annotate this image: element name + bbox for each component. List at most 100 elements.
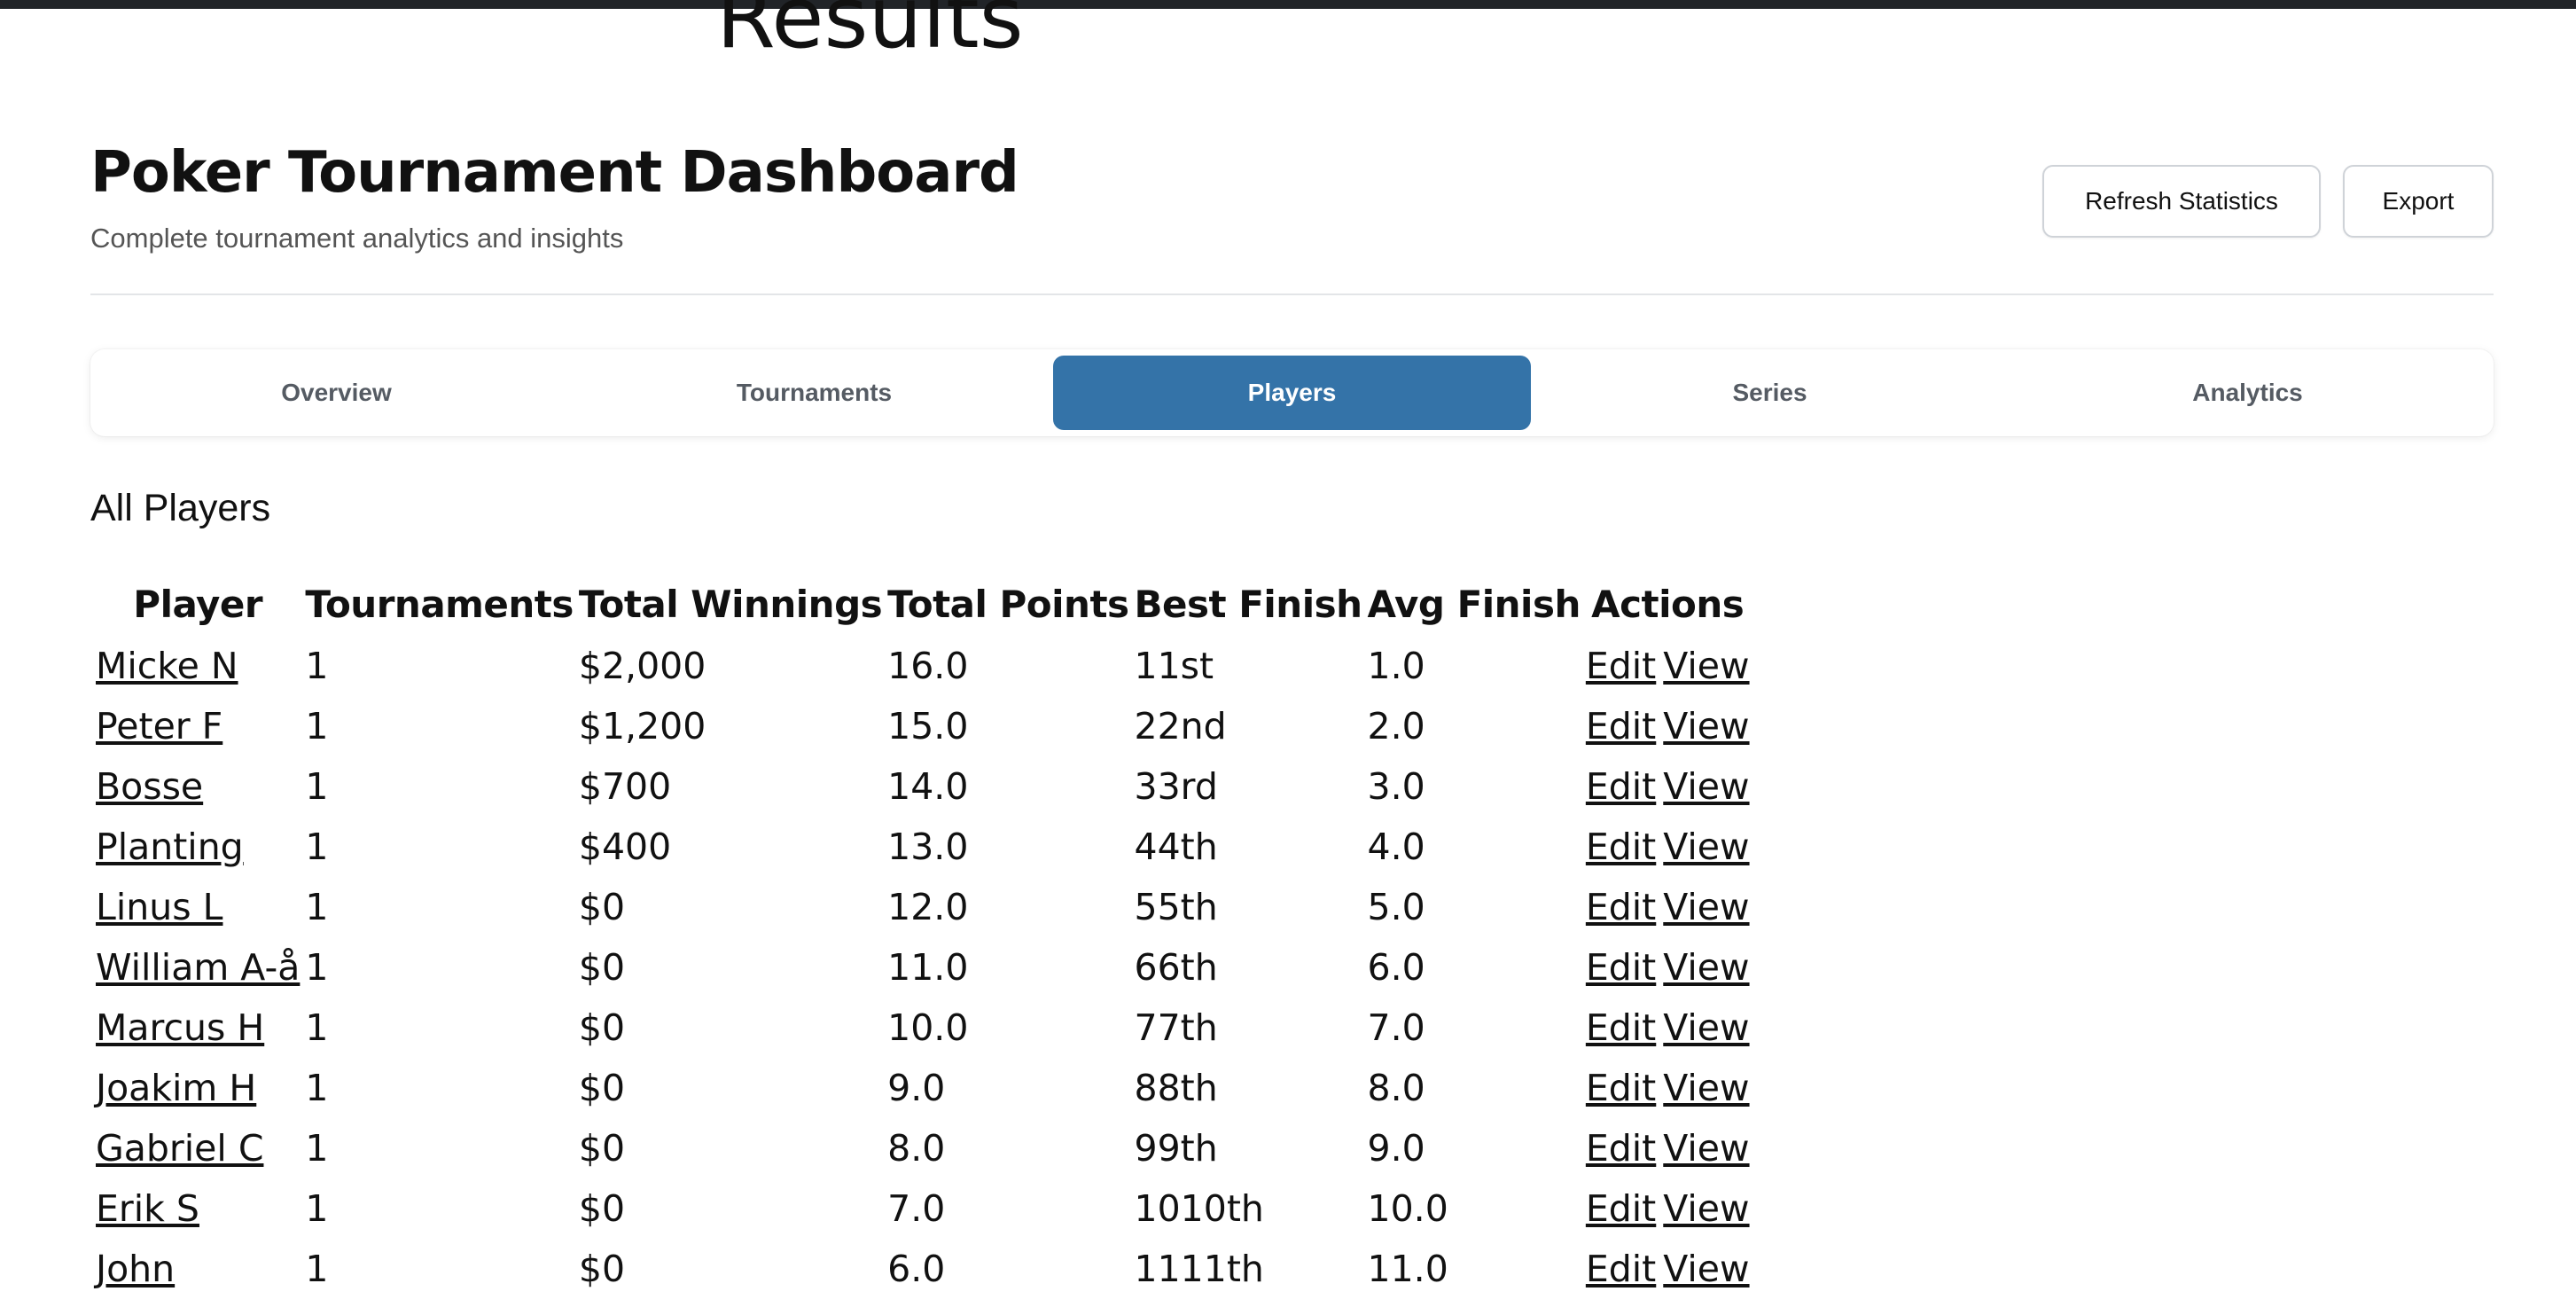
edit-link[interactable]: Edit bbox=[1585, 645, 1657, 687]
view-link[interactable]: View bbox=[1663, 1006, 1750, 1049]
player-name-cell: Micke N bbox=[90, 636, 300, 696]
view-link[interactable]: View bbox=[1663, 765, 1750, 808]
view-link[interactable]: View bbox=[1663, 946, 1750, 989]
total-points-cell: 13.0 bbox=[887, 826, 969, 868]
tab-analytics[interactable]: Analytics bbox=[2192, 379, 2303, 406]
actions-cell: Edit View bbox=[1586, 998, 1750, 1058]
actions-cell: Edit View bbox=[1586, 756, 1750, 817]
column-header-tournaments: Tournaments bbox=[305, 582, 574, 626]
view-link[interactable]: View bbox=[1663, 705, 1750, 747]
section-title: All Players bbox=[90, 487, 271, 529]
tab-overview[interactable]: Overview bbox=[281, 379, 392, 406]
view-link[interactable]: View bbox=[1663, 645, 1750, 687]
player-name-link[interactable]: Bosse bbox=[96, 765, 204, 808]
table-row: Micke N 1 $2,000 16.0 11st 1.0 Edit View bbox=[90, 636, 1750, 696]
table-body: Micke N 1 $2,000 16.0 11st 1.0 Edit View Peter F… bbox=[90, 636, 1750, 1299]
actions-cell: Edit View bbox=[1586, 696, 1750, 756]
avg-finish-cell: 4.0 bbox=[1367, 826, 1425, 868]
player-name-link[interactable]: Planting bbox=[96, 826, 244, 868]
best-finish-cell: 99th bbox=[1134, 1127, 1218, 1170]
edit-link[interactable]: Edit bbox=[1585, 946, 1657, 989]
tournaments-cell: 1 bbox=[305, 1006, 329, 1049]
player-name-link[interactable]: Erik S bbox=[96, 1187, 199, 1230]
tournaments-cell: 1 bbox=[305, 1067, 329, 1109]
edit-link[interactable]: Edit bbox=[1585, 705, 1657, 747]
best-finish-cell: 66th bbox=[1134, 946, 1218, 989]
player-name-link[interactable]: Gabriel C bbox=[96, 1127, 264, 1170]
actions-cell: Edit View bbox=[1586, 1178, 1750, 1239]
view-link[interactable]: View bbox=[1663, 1067, 1750, 1109]
total-winnings-cell: $0 bbox=[578, 946, 626, 989]
player-name-link[interactable]: John bbox=[96, 1248, 176, 1290]
avg-finish-cell: 7.0 bbox=[1367, 1006, 1425, 1049]
player-name-link[interactable]: Linus L bbox=[96, 886, 223, 928]
best-finish-cell: 1111th bbox=[1134, 1248, 1264, 1290]
player-name-cell: Gabriel C bbox=[90, 1118, 300, 1178]
total-points-cell: 15.0 bbox=[887, 705, 969, 747]
edit-link[interactable]: Edit bbox=[1585, 1067, 1657, 1109]
total-winnings-cell: $0 bbox=[578, 1127, 626, 1170]
player-name-link[interactable]: Micke N bbox=[96, 645, 238, 687]
edit-link[interactable]: Edit bbox=[1585, 1127, 1657, 1170]
player-name-cell: Marcus H bbox=[90, 998, 300, 1058]
table-row: Bosse 1 $700 14.0 33rd 3.0 Edit View bbox=[90, 756, 1750, 817]
table-row: Linus L 1 $0 12.0 55th 5.0 Edit View bbox=[90, 877, 1750, 937]
player-name-link[interactable]: William A-å bbox=[96, 946, 301, 989]
player-name-link[interactable]: Joakim H bbox=[96, 1067, 257, 1109]
avg-finish-cell: 1.0 bbox=[1367, 645, 1425, 687]
tournaments-cell: 1 bbox=[305, 826, 329, 868]
total-winnings-cell: $700 bbox=[578, 765, 672, 808]
view-link[interactable]: View bbox=[1663, 826, 1750, 868]
actions-cell: Edit View bbox=[1586, 817, 1750, 877]
player-name-link[interactable]: Peter F bbox=[96, 705, 223, 747]
players-table: Player Tournaments Total Winnings Total … bbox=[85, 572, 1755, 1299]
view-link[interactable]: View bbox=[1663, 1248, 1750, 1290]
actions-cell: Edit View bbox=[1586, 636, 1750, 696]
total-winnings-cell: $0 bbox=[578, 1006, 626, 1049]
total-points-cell: 11.0 bbox=[887, 946, 969, 989]
total-winnings-cell: $0 bbox=[578, 1067, 626, 1109]
avg-finish-cell: 11.0 bbox=[1367, 1248, 1448, 1290]
total-points-cell: 16.0 bbox=[887, 645, 969, 687]
tab-players[interactable]: Players bbox=[1053, 356, 1531, 430]
best-finish-cell: 33rd bbox=[1134, 765, 1218, 808]
edit-link[interactable]: Edit bbox=[1585, 1187, 1657, 1230]
total-points-cell: 14.0 bbox=[887, 765, 969, 808]
avg-finish-cell: 3.0 bbox=[1367, 765, 1425, 808]
view-link[interactable]: View bbox=[1663, 1187, 1750, 1230]
best-finish-cell: 55th bbox=[1134, 886, 1218, 928]
edit-link[interactable]: Edit bbox=[1585, 886, 1657, 928]
column-header-actions: Actions bbox=[1591, 582, 1745, 626]
tournaments-cell: 1 bbox=[305, 886, 329, 928]
avg-finish-cell: 8.0 bbox=[1367, 1067, 1425, 1109]
total-winnings-cell: $1,200 bbox=[578, 705, 706, 747]
edit-link[interactable]: Edit bbox=[1585, 1006, 1657, 1049]
total-points-cell: 10.0 bbox=[887, 1006, 969, 1049]
edit-link[interactable]: Edit bbox=[1585, 826, 1657, 868]
refresh-statistics-button[interactable]: Refresh Statistics bbox=[2042, 165, 2321, 238]
player-name-link[interactable]: Marcus H bbox=[96, 1006, 265, 1049]
view-link[interactable]: View bbox=[1663, 1127, 1750, 1170]
total-winnings-cell: $0 bbox=[578, 886, 626, 928]
total-winnings-cell: $0 bbox=[578, 1248, 626, 1290]
table-header-row: Player Tournaments Total Winnings Total … bbox=[90, 572, 1750, 636]
tab-tournaments[interactable]: Tournaments bbox=[736, 379, 893, 406]
avg-finish-cell: 5.0 bbox=[1367, 886, 1425, 928]
edit-link[interactable]: Edit bbox=[1585, 1248, 1657, 1290]
column-header-total-points: Total Points bbox=[887, 582, 1129, 626]
tab-bar: Overview Tournaments Players Series Anal… bbox=[90, 349, 2494, 436]
table-row: Gabriel C 1 $0 8.0 99th 9.0 Edit View bbox=[90, 1118, 1750, 1178]
best-finish-cell: 88th bbox=[1134, 1067, 1218, 1109]
tournaments-cell: 1 bbox=[305, 946, 329, 989]
player-name-cell: Erik S bbox=[90, 1178, 300, 1239]
view-link[interactable]: View bbox=[1663, 886, 1750, 928]
page-title: Poker Tournament Dashboard bbox=[90, 140, 1019, 206]
best-finish-cell: 22nd bbox=[1134, 705, 1227, 747]
edit-link[interactable]: Edit bbox=[1585, 765, 1657, 808]
best-finish-cell: 77th bbox=[1134, 1006, 1218, 1049]
tab-series[interactable]: Series bbox=[1732, 379, 1807, 406]
player-name-cell: Linus L bbox=[90, 877, 300, 937]
export-button[interactable]: Export bbox=[2343, 165, 2494, 238]
best-finish-cell: 11st bbox=[1134, 645, 1214, 687]
player-name-cell: William A-å bbox=[90, 937, 300, 998]
